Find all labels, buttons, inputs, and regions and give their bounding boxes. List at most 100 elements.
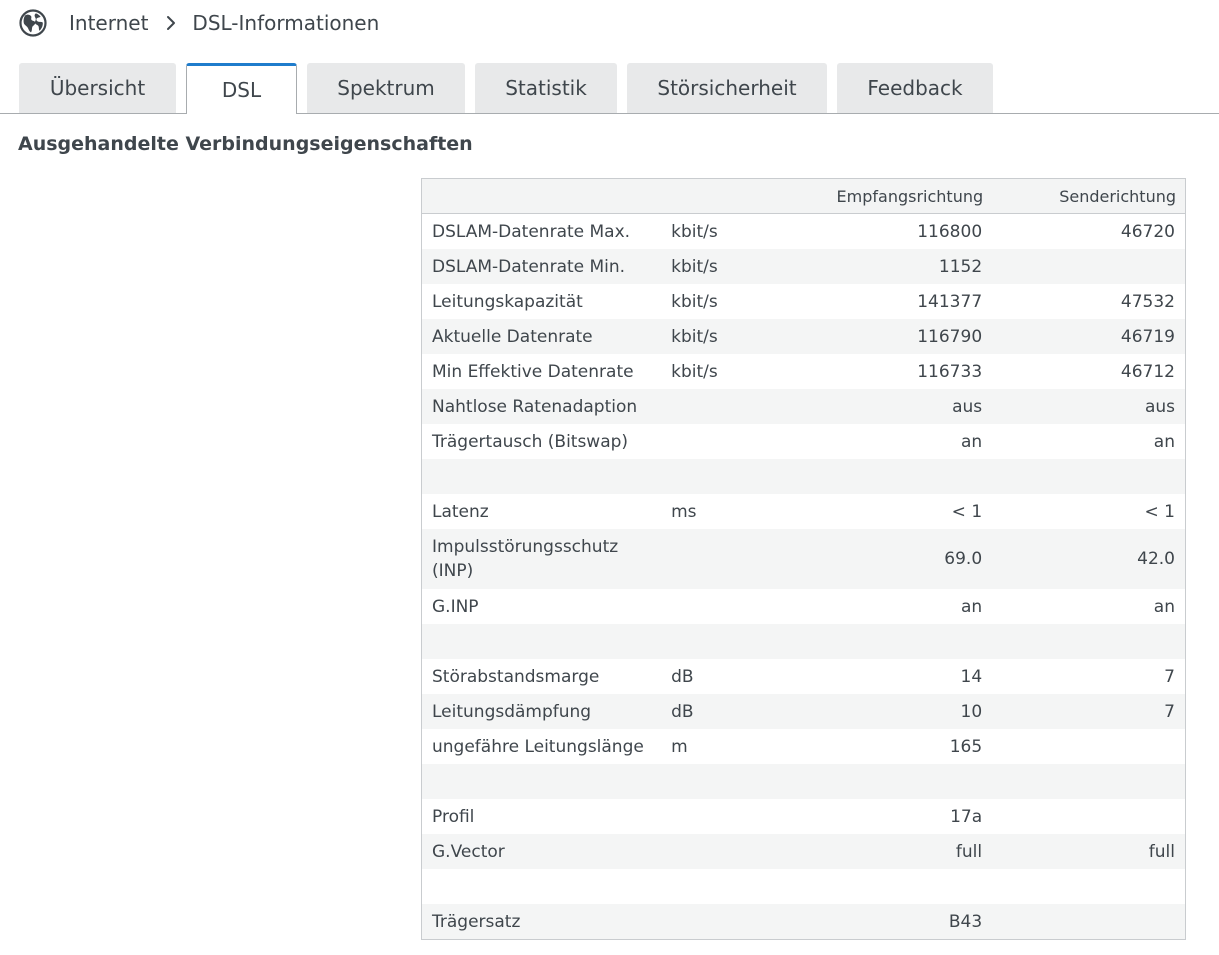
table-row-spacer: [421, 459, 1186, 494]
row-unit: dB: [661, 659, 774, 694]
row-unit: [661, 799, 774, 834]
tab-feedback[interactable]: Feedback: [837, 63, 993, 113]
row-label: DSLAM-Datenrate Min.: [421, 249, 662, 284]
row-upstream-value: [992, 764, 1186, 799]
table-row: G.Vector full full: [421, 834, 1186, 869]
row-upstream-value: 7: [992, 694, 1186, 729]
row-label: Min Effektive Datenrate: [421, 354, 662, 389]
table-row: Leitungskapazität kbit/s 141377 47532: [421, 284, 1186, 319]
row-unit: [661, 834, 774, 869]
header-label: [421, 178, 662, 214]
table-row: ungefähre Leitungslänge m 165: [421, 729, 1186, 764]
tab-label: Spektrum: [337, 76, 435, 100]
row-unit: kbit/s: [661, 284, 774, 319]
table-row: Min Effektive Datenrate kbit/s 116733 46…: [421, 354, 1186, 389]
table-row: Störabstandsmarge dB 14 7: [421, 659, 1186, 694]
tab-label: Störsicherheit: [657, 76, 797, 100]
table-row: Trägersatz B43: [421, 904, 1186, 940]
row-label: ungefähre Leitungslänge: [421, 729, 662, 764]
row-downstream-value: [773, 869, 993, 904]
table-row: G.INP an an: [421, 589, 1186, 624]
row-unit: [661, 589, 774, 624]
row-downstream-value: 10: [773, 694, 993, 729]
row-downstream-value: 116790: [773, 319, 993, 354]
header-upstream: Senderichtung: [992, 178, 1186, 214]
row-downstream-value: [773, 624, 993, 659]
row-downstream-value: 116800: [773, 213, 993, 249]
row-unit: dB: [661, 694, 774, 729]
row-upstream-value: < 1: [992, 494, 1186, 529]
row-downstream-value: [773, 764, 993, 799]
header-unit: [661, 178, 774, 214]
tab-stoersicherheit[interactable]: Störsicherheit: [627, 63, 827, 113]
tab-label: Statistik: [505, 76, 587, 100]
row-unit: [661, 459, 774, 494]
globe-icon: [18, 8, 48, 38]
row-unit: [661, 624, 774, 659]
row-unit: kbit/s: [661, 249, 774, 284]
row-downstream-value: 116733: [773, 354, 993, 389]
tab-spektrum[interactable]: Spektrum: [307, 63, 465, 113]
row-upstream-value: aus: [992, 389, 1186, 424]
row-unit: [661, 869, 774, 904]
tab-label: DSL: [221, 78, 262, 102]
tab-uebersicht[interactable]: Übersicht: [19, 63, 176, 113]
tab-label: Übersicht: [49, 76, 146, 100]
row-upstream-value: [992, 869, 1186, 904]
row-label: Leitungsdämpfung: [421, 694, 662, 729]
row-unit: kbit/s: [661, 354, 774, 389]
row-unit: [661, 389, 774, 424]
row-label: Latenz: [421, 494, 662, 529]
table-row: DSLAM-Datenrate Max. kbit/s 116800 46720: [421, 213, 1186, 249]
row-upstream-value: an: [992, 589, 1186, 624]
table-row-spacer: [421, 869, 1186, 904]
tab-label: Feedback: [867, 76, 963, 100]
tab-dsl[interactable]: DSL: [186, 63, 297, 114]
row-unit: [661, 424, 774, 459]
row-upstream-value: 46712: [992, 354, 1186, 389]
row-label: G.Vector: [421, 834, 662, 869]
row-downstream-value: [773, 459, 993, 494]
table-row: Impulsstörungsschutz (INP) 69.0 42.0: [421, 529, 1186, 589]
row-label: G.INP: [421, 589, 662, 624]
breadcrumb-current: DSL-Informationen: [192, 11, 380, 35]
row-upstream-value: [992, 904, 1186, 940]
row-upstream-value: [992, 459, 1186, 494]
row-upstream-value: [992, 799, 1186, 834]
tab-bar: Übersicht DSL Spektrum Statistik Störsic…: [0, 63, 1219, 114]
row-upstream-value: 7: [992, 659, 1186, 694]
row-label: Impulsstörungsschutz (INP): [421, 529, 662, 589]
row-unit: [661, 904, 774, 940]
row-upstream-value: 42.0: [992, 529, 1186, 589]
tab-statistik[interactable]: Statistik: [475, 63, 617, 113]
row-unit: m: [661, 729, 774, 764]
row-label: Aktuelle Datenrate: [421, 319, 662, 354]
table-row: Profil 17a: [421, 799, 1186, 834]
table-row-spacer: [421, 764, 1186, 799]
row-downstream-value: 14: [773, 659, 993, 694]
row-label: [421, 869, 662, 904]
chevron-right-icon: [162, 8, 180, 38]
breadcrumb-internet-link[interactable]: Internet: [69, 11, 149, 35]
row-unit: [661, 529, 774, 589]
row-label: Leitungskapazität: [421, 284, 662, 319]
row-label: Trägertausch (Bitswap): [421, 424, 662, 459]
row-upstream-value: [992, 624, 1186, 659]
row-downstream-value: 17a: [773, 799, 993, 834]
row-downstream-value: full: [773, 834, 993, 869]
section-title: Ausgehandelte Verbindungseigenschaften: [18, 133, 473, 155]
row-downstream-value: 165: [773, 729, 993, 764]
breadcrumb: Internet DSL-Informationen: [18, 8, 379, 38]
row-label: Trägersatz: [421, 904, 662, 940]
table-row: Trägertausch (Bitswap) an an: [421, 424, 1186, 459]
row-upstream-value: an: [992, 424, 1186, 459]
row-downstream-value: an: [773, 589, 993, 624]
table-row: Nahtlose Ratenadaption aus aus: [421, 389, 1186, 424]
row-downstream-value: 141377: [773, 284, 993, 319]
row-upstream-value: [992, 249, 1186, 284]
row-upstream-value: [992, 729, 1186, 764]
row-label: [421, 459, 662, 494]
row-downstream-value: B43: [773, 904, 993, 940]
row-label: [421, 624, 662, 659]
header-downstream: Empfangsrichtung: [773, 178, 993, 214]
